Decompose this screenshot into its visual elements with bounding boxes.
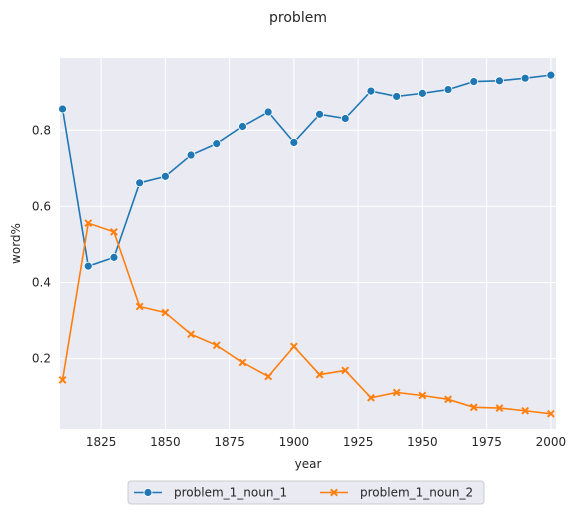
x-tick-label: 1950 <box>407 435 438 449</box>
data-point <box>392 388 401 397</box>
data-point <box>264 372 273 381</box>
x-tick-label: 1850 <box>150 435 181 449</box>
data-point <box>417 88 427 98</box>
data-point <box>340 114 350 123</box>
series-2 <box>58 219 555 418</box>
data-point <box>469 403 478 412</box>
legend-marker <box>330 488 338 497</box>
legend-marker <box>143 488 153 497</box>
x-tick-label: 2000 <box>536 435 567 449</box>
data-point <box>495 76 504 86</box>
data-point <box>212 341 221 350</box>
data-point <box>521 406 530 415</box>
legend-box <box>127 480 485 505</box>
series-layer <box>58 70 556 418</box>
y-axis-label: word% <box>9 223 23 264</box>
data-point <box>238 122 247 131</box>
data-point <box>160 171 170 181</box>
data-point <box>58 376 67 384</box>
y-tick-label: 0.4 <box>32 276 51 290</box>
y-tick-label: 0.2 <box>32 352 51 366</box>
data-point <box>520 73 530 83</box>
x-tick-label: 1975 <box>471 435 502 449</box>
legend-label: problem_1_noun_1 <box>174 486 287 500</box>
data-point <box>366 86 376 96</box>
data-point <box>495 404 504 412</box>
x-tick-label: 1925 <box>343 435 374 449</box>
series-line <box>61 222 551 415</box>
tick-labels: 1825 1850 1875 1900 1925 1950 1975 2000 0.2 0.4 0.… <box>32 123 566 449</box>
data-point <box>187 330 195 339</box>
legend: problem_1_noun_1 problem_1_noun_2 <box>127 480 485 505</box>
data-point <box>135 178 145 188</box>
plot-area <box>60 58 556 429</box>
series-1 <box>58 70 556 271</box>
x-axis-label: year <box>295 457 322 471</box>
data-point <box>109 252 119 262</box>
data-point <box>341 366 350 375</box>
data-point <box>83 261 93 271</box>
data-point <box>367 393 375 402</box>
data-point <box>469 77 479 86</box>
data-point <box>443 85 453 94</box>
data-point <box>186 150 196 160</box>
chart-title: problem <box>269 10 327 26</box>
data-point <box>161 308 170 317</box>
legend-label: problem_1_noun_2 <box>360 486 473 500</box>
data-point <box>546 70 556 80</box>
x-tick-label: 1825 <box>86 435 117 449</box>
data-point <box>315 109 324 119</box>
data-point <box>110 227 118 236</box>
data-point <box>289 342 298 351</box>
series-line <box>61 74 551 268</box>
legend-item: problem_1_noun_1 <box>134 486 287 500</box>
x-tick-label: 1875 <box>214 435 245 449</box>
data-point <box>315 370 324 379</box>
grid-lines <box>60 58 556 429</box>
data-point <box>84 219 93 228</box>
legend-item: problem_1_noun_2 <box>320 486 473 500</box>
data-point <box>418 391 427 400</box>
data-point <box>392 92 402 101</box>
data-point <box>263 107 273 117</box>
data-point <box>289 138 299 147</box>
data-point <box>58 104 67 114</box>
x-tick-label: 1900 <box>279 435 310 449</box>
data-point <box>212 139 222 149</box>
data-point <box>238 358 247 367</box>
y-tick-label: 0.6 <box>32 199 51 213</box>
data-point <box>135 302 144 311</box>
data-point <box>444 395 452 404</box>
y-tick-label: 0.8 <box>32 123 51 137</box>
data-point <box>546 409 555 418</box>
